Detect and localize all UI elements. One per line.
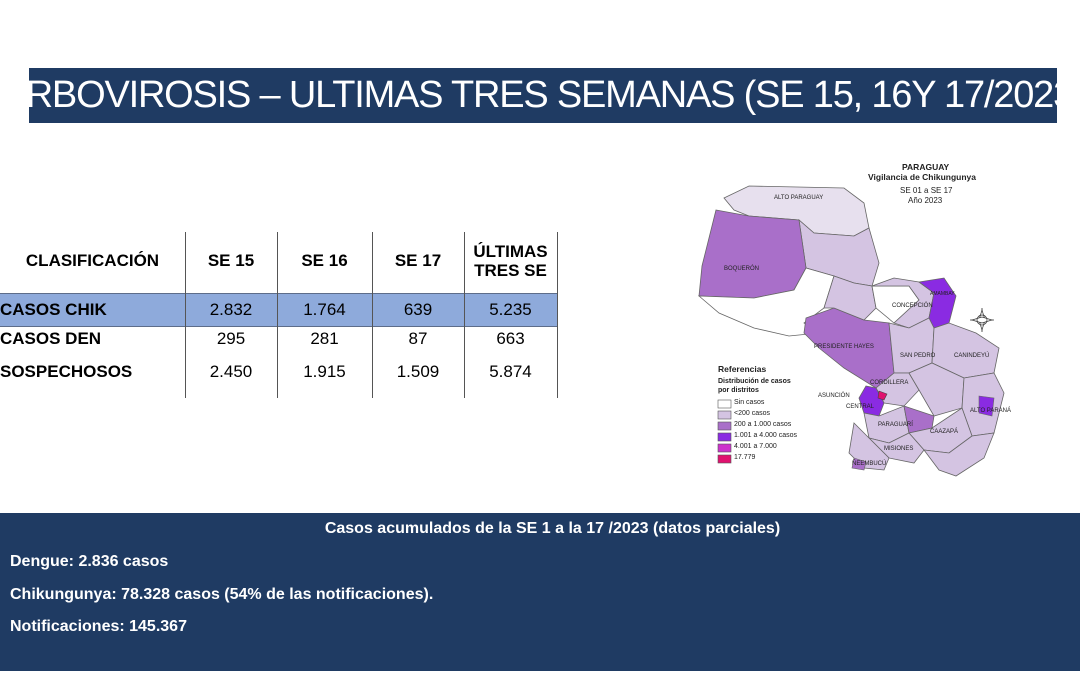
slide-title: ARBOVIROSIS – ULTIMAS TRES SEMANAS (SE 1… (2, 68, 1080, 123)
label-asuncion: ASUNCIÓN (818, 393, 850, 399)
label-cordillera: CORDILLERA (870, 380, 909, 386)
region-boqueron (698, 209, 807, 299)
legend-subtitle-2: por distritos (718, 387, 759, 394)
paraguay-map-drawing (697, 185, 1005, 477)
header-se15: SE 15 (207, 251, 255, 270)
map-period: SE 01 a SE 17 (900, 186, 953, 195)
summary-panel: Casos acumulados de la SE 1 a la 17 /202… (0, 513, 1080, 671)
legend-swatch-2 (717, 421, 732, 431)
table-row-sospechosos: SOSPECHOSOS 2.450 1.915 1.509 5.874 (0, 355, 557, 389)
region-asuncion (877, 390, 888, 401)
table-row-den: CASOS DEN 295 281 87 663 (0, 322, 557, 356)
cell-total: 5.235 (489, 300, 532, 319)
row-label: SOSPECHOSOS (0, 362, 133, 381)
column-divider (372, 232, 373, 398)
legend-item-2: 200 a 1.000 casos (734, 421, 792, 428)
label-alto-paraguay: ALTO PARAGUAY (774, 195, 824, 201)
compass-icon (970, 308, 994, 332)
legend-item-4: 4.001 a 7.000 (734, 443, 777, 450)
label-neembucu: ÑEEMBUCÚ (852, 461, 887, 467)
chikungunya-map: PARAGUAY Vigilancia de Chikungunya SE 01… (694, 158, 1011, 488)
row-label: CASOS DEN (0, 329, 102, 348)
cell-se17: 87 (408, 329, 428, 348)
legend-swatch-5 (717, 454, 732, 464)
region-neembucu (848, 422, 890, 471)
cell-se17: 1.509 (396, 362, 440, 381)
column-divider (277, 232, 278, 398)
legend-swatch-0 (717, 399, 732, 409)
label-concepcion: CONCEPCIÓN (892, 303, 933, 309)
column-divider (185, 232, 186, 398)
map-title-line1: PARAGUAY (902, 162, 950, 172)
summary-dengue: Dengue: 2.836 casos (10, 553, 169, 570)
summary-notifications: Notificaciones: 145.367 (10, 618, 187, 635)
legend-swatch-1 (717, 410, 732, 420)
cell-total: 5.874 (489, 362, 532, 381)
header-se16: SE 16 (301, 251, 348, 270)
label-caazapa: CAAZAPÁ (930, 429, 959, 435)
header-se17: SE 17 (394, 251, 442, 270)
legend-item-5: 17.779 (734, 454, 756, 461)
header-last-three: ÚLTIMAS TRES SE (473, 242, 548, 280)
region-hayes-north (823, 275, 877, 321)
cell-se16: 1.915 (303, 362, 346, 381)
legend-item-3: 1.001 a 4.000 casos (734, 432, 798, 439)
legend-title: Referencias (718, 364, 767, 374)
legend-item-1: <200 casos (734, 410, 770, 417)
label-presidente-hayes: PRESIDENTE HAYES (814, 344, 874, 350)
region-itapua (923, 432, 995, 477)
classification-table: CLASIFICACIÓN SE 15 SE 16 SE 17 ÚLTIMAS … (0, 230, 560, 398)
label-alto-parana: ALTO PARANÁ (970, 408, 1012, 414)
column-divider (464, 232, 465, 398)
map-title-line2: Vigilancia de Chikungunya (868, 172, 977, 182)
label-amambay: AMAMBAY (930, 291, 955, 297)
legend-subtitle-1: Distribución de casos (718, 378, 791, 385)
cell-se17: 639 (403, 300, 433, 319)
label-central: CENTRAL (846, 404, 875, 410)
summary-heading: Casos acumulados de la SE 1 a la 17 /202… (324, 520, 781, 537)
cell-se16: 1.764 (303, 300, 346, 319)
legend-item-0: Sin casos (734, 399, 765, 406)
region-neembucu-hot (851, 457, 867, 471)
legend-swatch-4 (717, 443, 732, 453)
header-classification: CLASIFICACIÓN (25, 251, 160, 270)
cell-se15: 2.832 (209, 300, 253, 319)
label-misiones: MISIONES (884, 446, 914, 452)
cell-se15: 2.450 (209, 362, 253, 381)
label-canindeyu: CANINDEYÚ (954, 353, 990, 359)
slide-title-text: ARBOVIROSIS – ULTIMAS TRES SEMANAS (SE 1… (1, 74, 1080, 116)
row-label: CASOS CHIK (0, 300, 107, 319)
region-alto-parana-hot (978, 395, 995, 417)
cell-se16: 281 (310, 329, 339, 348)
map-year: Año 2023 (908, 196, 943, 205)
label-paraguari: PARAGUARÍ (878, 422, 913, 428)
cell-total: 663 (496, 329, 525, 348)
cell-se15: 295 (216, 329, 246, 348)
label-boqueron: BOQUERÓN (724, 266, 760, 272)
summary-chik: Chikungunya: 78.328 casos (54% de las no… (10, 586, 434, 603)
label-san-pedro: SAN PEDRO (900, 353, 936, 359)
legend-swatch-3 (717, 432, 732, 442)
column-divider (557, 232, 558, 398)
